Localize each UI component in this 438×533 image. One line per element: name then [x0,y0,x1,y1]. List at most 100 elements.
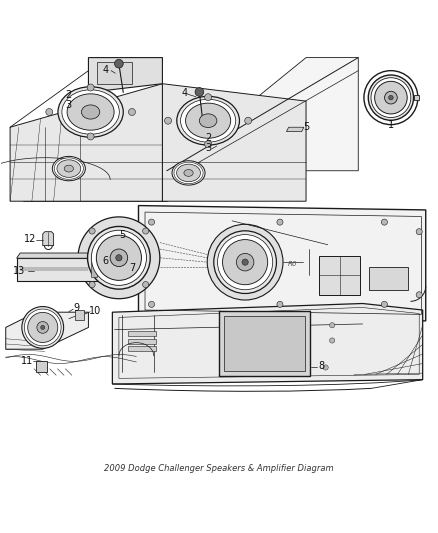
Circle shape [143,281,149,288]
Bar [319,256,360,295]
Circle shape [218,235,273,290]
Text: 10: 10 [89,306,101,316]
Text: 3: 3 [66,100,72,110]
Ellipse shape [174,162,203,184]
Ellipse shape [64,165,74,172]
Circle shape [87,133,94,140]
Circle shape [87,84,94,91]
Text: 5: 5 [303,122,309,132]
Circle shape [110,249,127,266]
Circle shape [116,255,122,261]
Circle shape [381,301,388,308]
Text: 9: 9 [73,303,79,313]
Polygon shape [167,58,358,171]
Ellipse shape [177,96,240,145]
Polygon shape [17,253,101,258]
Circle shape [374,82,407,114]
Circle shape [115,59,123,68]
Circle shape [416,229,422,235]
Circle shape [89,281,95,288]
Circle shape [371,78,411,118]
Text: 7: 7 [129,263,135,273]
Ellipse shape [180,99,236,142]
Ellipse shape [62,90,119,134]
Circle shape [37,321,49,333]
Circle shape [28,312,58,343]
Circle shape [245,117,252,124]
Circle shape [416,292,422,298]
Polygon shape [88,58,162,92]
Text: 6: 6 [103,256,109,266]
Circle shape [205,141,212,148]
Polygon shape [162,84,306,201]
Ellipse shape [81,105,100,119]
Circle shape [88,227,150,289]
Text: 5: 5 [119,230,126,240]
Text: 4: 4 [181,88,187,98]
Circle shape [207,224,283,300]
Text: 2009 Dodge Challenger Speakers & Amplifier Diagram: 2009 Dodge Challenger Speakers & Amplifi… [104,464,334,473]
Bar [17,258,97,281]
Bar [74,310,84,320]
Circle shape [46,109,53,116]
Circle shape [214,231,276,294]
Circle shape [89,228,95,234]
Text: R6: R6 [288,261,298,268]
Circle shape [277,219,283,225]
Polygon shape [6,312,88,349]
Bar [36,361,47,372]
Ellipse shape [54,158,83,179]
Bar [127,339,156,344]
Text: 4: 4 [103,65,109,75]
Circle shape [92,230,146,285]
Circle shape [41,325,45,329]
Circle shape [329,338,335,343]
Circle shape [143,228,149,234]
Ellipse shape [57,160,81,177]
Circle shape [329,322,335,328]
Ellipse shape [199,114,217,127]
Circle shape [242,259,248,265]
Text: 12: 12 [24,234,36,244]
Ellipse shape [58,87,123,137]
Circle shape [148,219,155,225]
Circle shape [389,95,393,100]
Circle shape [25,309,61,346]
Polygon shape [113,303,423,384]
Circle shape [205,94,212,101]
Bar [369,266,408,290]
Ellipse shape [67,94,114,130]
Circle shape [148,301,155,308]
Circle shape [128,109,135,116]
Circle shape [195,87,204,96]
Circle shape [223,240,268,285]
Ellipse shape [177,164,201,182]
Ellipse shape [52,156,85,181]
Bar [97,62,132,84]
Circle shape [78,217,160,298]
Circle shape [368,75,413,120]
Polygon shape [414,94,419,100]
Bar [224,316,305,371]
Circle shape [323,365,328,370]
Text: 8: 8 [318,361,325,371]
Polygon shape [43,232,53,246]
Ellipse shape [186,103,231,138]
Circle shape [22,306,64,349]
Circle shape [96,235,141,280]
Text: 3: 3 [205,143,211,153]
Ellipse shape [184,169,193,176]
Circle shape [385,91,397,104]
Bar [127,331,156,336]
Ellipse shape [172,161,205,185]
Bar [127,346,156,351]
Circle shape [381,219,388,225]
Circle shape [237,253,254,271]
Polygon shape [286,127,304,132]
Text: 2: 2 [205,133,211,143]
Circle shape [165,117,172,124]
Circle shape [277,301,283,308]
Text: 11: 11 [21,356,34,366]
Polygon shape [138,206,426,321]
Polygon shape [10,84,162,201]
